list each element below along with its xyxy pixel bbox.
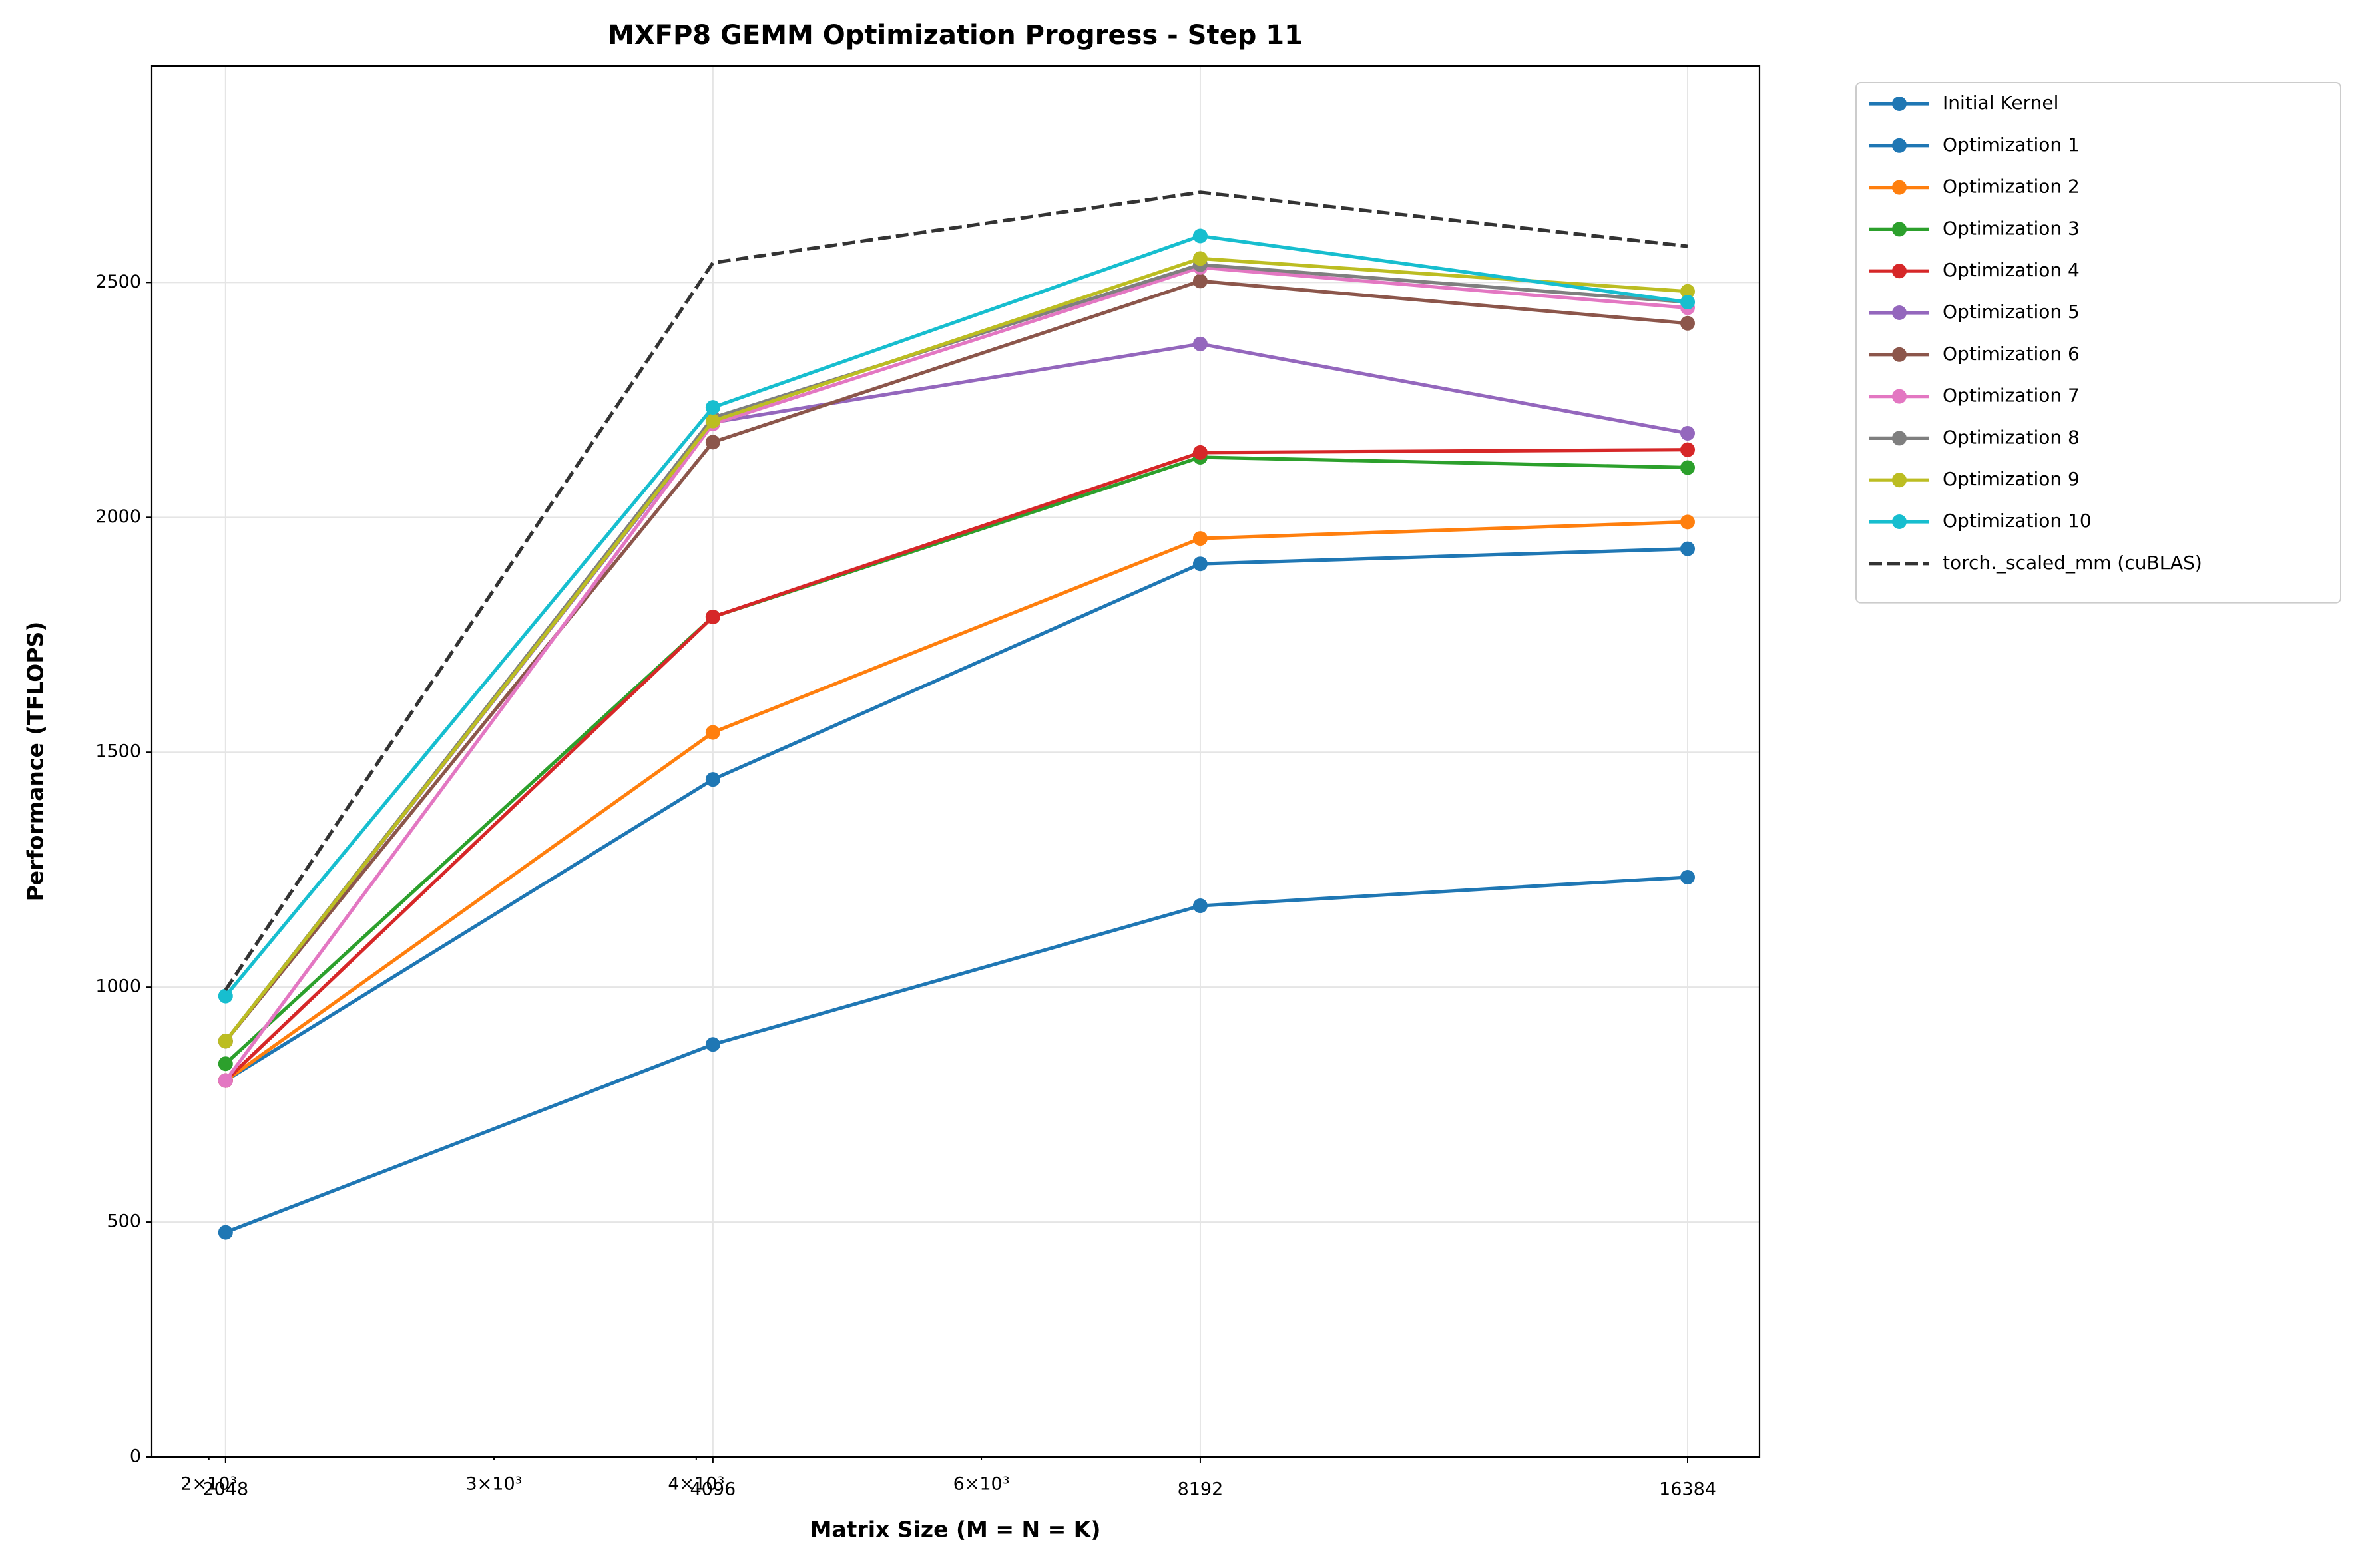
legend-box	[1855, 82, 2341, 604]
x-tick-label: 8192	[1178, 1479, 1224, 1500]
y-tick-label: 2000	[95, 506, 141, 527]
legend-label: Optimization 7	[1943, 385, 2080, 407]
x-tick-label: 6×10³	[953, 1474, 1010, 1495]
y-tick-label: 0	[130, 1446, 141, 1467]
series-line	[224, 448, 1688, 1082]
legend-label: Optimization 1	[1943, 134, 2080, 156]
series-group	[218, 190, 1696, 1240]
legend-marker	[1892, 347, 1907, 362]
legend-marker	[1892, 138, 1907, 153]
data-point	[1680, 869, 1696, 884]
legend-marker	[1892, 431, 1907, 446]
data-point	[1192, 445, 1208, 460]
legend-label: torch._scaled_mm (cuBLAS)	[1943, 552, 2202, 574]
data-point	[1192, 556, 1208, 572]
data-point	[1192, 251, 1208, 266]
y-tick-label: 1000	[95, 976, 141, 997]
x-tick-label: 2×10³	[180, 1474, 237, 1495]
series-line	[224, 234, 1688, 998]
data-point	[218, 1034, 233, 1049]
x-tick-label: 4×10³	[668, 1474, 724, 1495]
legend-marker	[1892, 97, 1907, 111]
data-point	[218, 1225, 233, 1240]
y-tick-label: 1500	[95, 741, 141, 762]
data-point	[1680, 284, 1696, 299]
x-tick-label: 4096	[690, 1479, 736, 1500]
data-point	[1680, 295, 1696, 310]
data-point	[1192, 228, 1208, 244]
legend-marker	[1892, 473, 1907, 488]
data-point	[705, 1037, 720, 1052]
legend-label: Optimization 8	[1943, 426, 2080, 448]
x-tick-label: 16384	[1659, 1479, 1716, 1500]
series-line	[224, 266, 1688, 1082]
data-point	[1680, 514, 1696, 530]
legend-label: Optimization 9	[1943, 468, 2080, 490]
data-point	[705, 435, 720, 450]
legend-label: Optimization 10	[1943, 510, 2092, 532]
legend-marker	[1892, 222, 1907, 237]
x-tick-label: 2048	[202, 1479, 248, 1500]
plot-frame	[150, 65, 1761, 1458]
chart-title: MXFP8 GEMM Optimization Progress - Step …	[608, 20, 1303, 51]
data-point	[1680, 541, 1696, 556]
series-line	[224, 875, 1688, 1235]
data-point	[705, 400, 720, 415]
series-line	[224, 279, 1688, 1042]
data-point	[1680, 460, 1696, 475]
legend-marker	[1892, 514, 1907, 529]
legend-marker	[1892, 180, 1907, 195]
data-point	[1680, 425, 1696, 441]
series-line	[224, 547, 1688, 1082]
legend-label: Optimization 3	[1943, 217, 2080, 239]
series-line	[224, 190, 1688, 991]
legend-marker	[1892, 305, 1907, 320]
legend-label: Optimization 4	[1943, 259, 2080, 281]
legend-marker	[1892, 264, 1907, 279]
data-point	[705, 609, 720, 624]
data-point	[705, 413, 720, 429]
data-point	[705, 772, 720, 787]
x-tick-label: 3×10³	[466, 1474, 523, 1495]
data-point	[1192, 274, 1208, 289]
data-point	[705, 725, 720, 740]
data-point	[218, 1056, 233, 1072]
series-line	[224, 520, 1688, 1082]
y-axis-label: Performance (TFLOPS)	[23, 622, 49, 902]
data-point	[1680, 315, 1696, 331]
data-point	[218, 1073, 233, 1088]
y-tick-label: 2500	[95, 272, 141, 292]
legend-label: Optimization 6	[1943, 343, 2080, 365]
data-point	[1680, 442, 1696, 457]
x-axis-label: Matrix Size (M = N = K)	[810, 1517, 1101, 1543]
legend-marker	[1892, 389, 1907, 404]
series-line	[224, 256, 1688, 1042]
series-line	[224, 342, 1688, 1042]
data-point	[1192, 531, 1208, 546]
data-point	[1192, 336, 1208, 351]
data-point	[218, 988, 233, 1004]
data-point	[1192, 898, 1208, 914]
series-line	[224, 455, 1688, 1066]
legend-label: Optimization 2	[1943, 176, 2080, 198]
y-tick-label: 500	[107, 1211, 141, 1232]
legend-label: Optimization 5	[1943, 301, 2080, 323]
legend-label: Initial Kernel	[1943, 92, 2058, 114]
